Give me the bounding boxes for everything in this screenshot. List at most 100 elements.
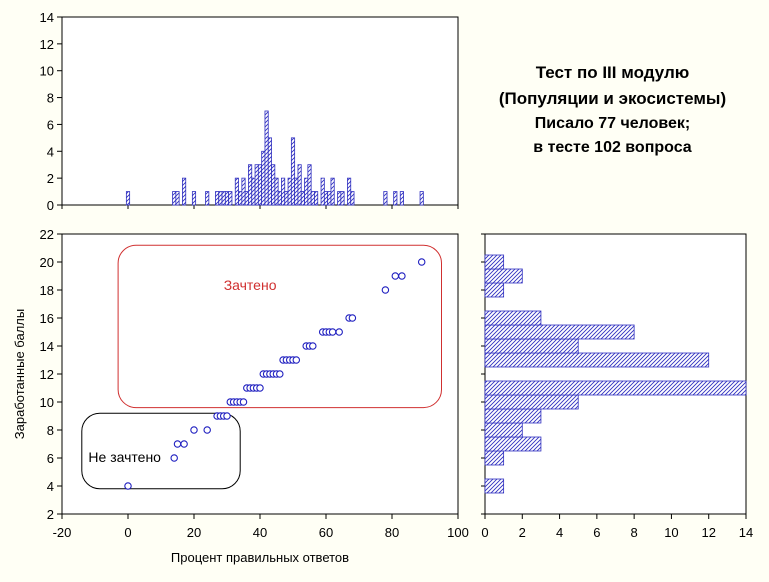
right-hist-bar — [484, 394, 579, 410]
scatter-point — [417, 258, 426, 266]
top-hist-y-tick-label: 2 — [47, 171, 54, 186]
top-hist-bar — [244, 191, 249, 206]
scatter-point — [203, 426, 211, 434]
top-hist-bar — [330, 177, 335, 206]
scatter-point — [348, 314, 357, 322]
top-hist-bar — [323, 191, 329, 206]
x-tick-label: 40 — [253, 525, 267, 540]
x-tick-label: 0 — [124, 525, 131, 540]
right-hist-bar — [484, 436, 542, 452]
top-hist-bar — [297, 164, 302, 206]
right-hist-x-tick-label: 4 — [556, 525, 563, 540]
right-hist-bar — [484, 478, 505, 494]
right-hist-bar — [484, 338, 579, 354]
right-hist-bar — [484, 380, 747, 396]
top-hist-bar — [281, 177, 286, 206]
scatter-point — [173, 440, 182, 448]
right-hist-x-tick-label: 8 — [631, 525, 638, 540]
y-tick-label: 6 — [47, 451, 54, 466]
x-tick-label: 80 — [385, 525, 399, 540]
fail-region-label: Не зачтено — [88, 449, 161, 465]
top-hist-bar — [205, 191, 210, 206]
top-hist-bar — [287, 177, 292, 206]
top-hist-bar — [337, 191, 342, 206]
top-hist-bar — [175, 191, 180, 206]
top-hist-y-tick-label: 8 — [47, 91, 54, 106]
top-hist-bar — [300, 191, 305, 206]
top-hist-bar — [224, 191, 230, 206]
y-tick-label: 22 — [40, 227, 54, 242]
info-subtitle: (Популяции и экосистемы) — [498, 89, 727, 108]
scatter-point — [239, 398, 248, 406]
right-hist-x-tick-label: 2 — [519, 525, 526, 540]
right-hist-bar — [484, 310, 542, 326]
top-hist-bar — [257, 164, 263, 206]
top-hist-y-tick-label: 4 — [47, 144, 54, 159]
top-hist-bar — [314, 191, 319, 206]
y-tick-label: 4 — [47, 479, 54, 494]
top-hist-bar — [218, 191, 223, 206]
top-hist-y-tick-label: 10 — [40, 64, 54, 79]
pass-region-box — [117, 244, 442, 409]
right-hist-frame — [484, 233, 747, 515]
y-tick-label: 18 — [40, 283, 54, 298]
right-hist-x-tick-label: 14 — [739, 525, 753, 540]
scatter-point — [170, 454, 178, 462]
x-axis-label: Процент правильных ответов — [171, 550, 349, 565]
scatter-point — [190, 426, 198, 434]
top-hist-bar — [393, 191, 398, 206]
top-hist-bar — [320, 177, 325, 206]
top-hist-bar — [307, 164, 312, 206]
top-histogram: 0 2 4 6 8 10 12 14 — [40, 10, 459, 213]
y-tick-label: 8 — [47, 423, 54, 438]
top-hist-bar — [182, 177, 187, 206]
top-hist-bar — [347, 177, 352, 206]
y-tick-label: 10 — [40, 395, 54, 410]
top-hist-bar — [261, 150, 266, 206]
top-hist-y-tick-label: 14 — [40, 10, 54, 25]
scatter-plot: -20 0 20 40 60 80 100 2 4 6 8 10 12 14 16 18 20 22 Процент… — [12, 227, 469, 565]
fail-region-box — [81, 412, 241, 490]
top-hist-bar — [277, 191, 282, 206]
info-questions: в тесте 102 вопроса — [533, 139, 692, 156]
right-hist-x-tick-label: 0 — [481, 525, 488, 540]
top-hist-bar — [254, 164, 259, 206]
scatter-point — [292, 356, 301, 364]
top-hist-bar — [238, 191, 243, 206]
top-hist-bar — [267, 137, 272, 206]
top-hist-bar — [228, 191, 233, 206]
top-hist-bar — [172, 191, 177, 206]
top-hist-y-tick-label: 0 — [47, 198, 54, 213]
top-hist-bar — [419, 191, 424, 206]
right-hist-x-tick-label: 10 — [664, 525, 678, 540]
info-block: Тест по III модулю (Популяции и экосисте… — [470, 60, 755, 160]
right-hist-bar — [484, 324, 635, 340]
y-tick-label: 20 — [40, 255, 54, 270]
top-hist-bar — [294, 177, 299, 206]
top-hist-bar — [271, 164, 276, 206]
scatter-point — [180, 440, 188, 448]
scatter-point — [276, 370, 284, 378]
top-hist-bar — [327, 191, 332, 206]
x-tick-label: 60 — [319, 525, 333, 540]
scatter-point — [223, 412, 231, 420]
top-hist-y-tick-label: 12 — [40, 37, 54, 52]
top-hist-bar — [274, 177, 279, 206]
y-tick-label: 14 — [40, 339, 54, 354]
top-hist-bar — [264, 110, 269, 206]
scatter-point — [335, 328, 343, 336]
top-hist-bar — [125, 191, 131, 206]
x-tick-label: 100 — [447, 525, 469, 540]
scatter-point — [309, 342, 317, 350]
right-hist-bar — [484, 282, 505, 298]
top-hist-bar — [191, 191, 197, 206]
top-hist-bar — [248, 164, 253, 206]
right-hist-bar — [484, 408, 542, 424]
right-hist-bar — [484, 422, 523, 438]
right-hist-bar — [484, 268, 523, 284]
top-hist-y-tick-label: 6 — [47, 117, 54, 132]
top-hist-bar — [350, 191, 355, 206]
right-hist-x-tick-label: 12 — [701, 525, 715, 540]
